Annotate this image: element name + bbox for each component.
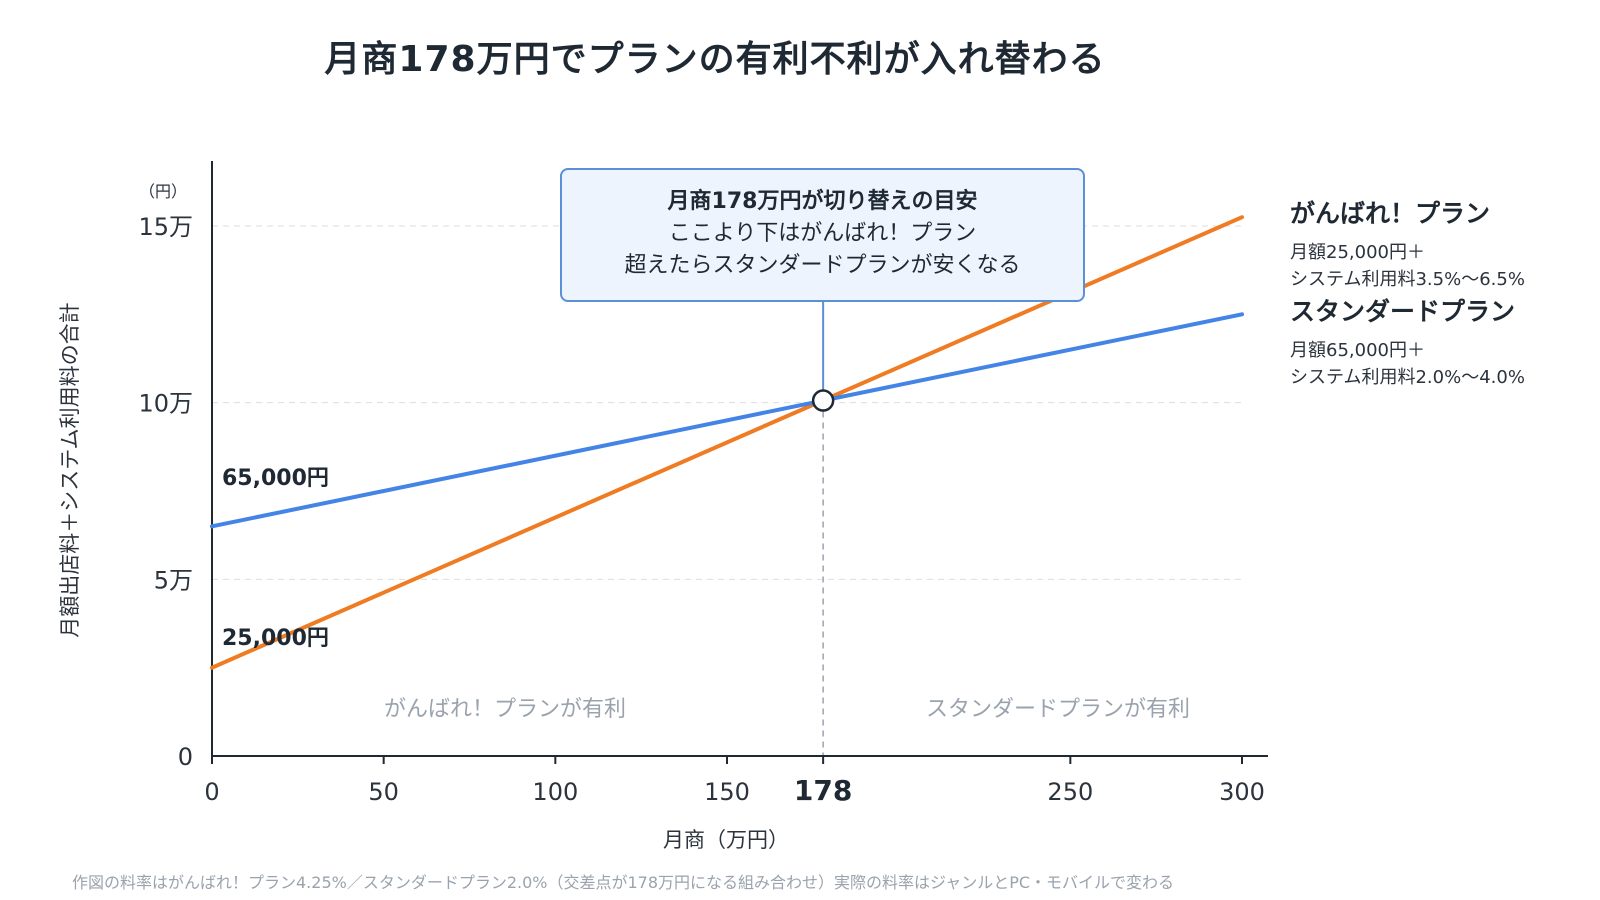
intercept-label-standard: 65,000円 <box>222 466 329 491</box>
axes <box>211 161 1268 764</box>
crossover-callout: 月商178万円が切り替えの目安 ここより下はがんばれ！プラン 超えたらスタンダー… <box>560 168 1085 302</box>
crossover-marker-group <box>811 302 835 412</box>
y-axis-label: 月額出店料＋システム利用料の合計 <box>58 302 82 637</box>
chart-title: 月商178万円でプランの有利不利が入れ替わる <box>324 39 1106 80</box>
y-tick-label: 5万 <box>154 566 193 594</box>
intercept-label-ganbare: 25,000円 <box>222 626 329 651</box>
legend-name-ganbare: がんばれ！プラン <box>1290 199 1490 228</box>
y-axis-unit: （円） <box>139 182 187 201</box>
labels: （円） 月額出店料＋システム利用料の合計 月商（万円） がんばれ！プランが有利 … <box>58 182 1525 892</box>
region-label-left: がんばれ！プランが有利 <box>384 697 626 722</box>
x-tick-label: 178 <box>794 774 852 807</box>
series-line-standard <box>210 312 1244 529</box>
legend-desc-ganbare-1: 月額25,000円＋ <box>1290 242 1425 263</box>
x-tick-label: 250 <box>1047 778 1093 806</box>
legend-desc-standard-2: システム利用料2.0%〜4.0% <box>1290 367 1525 388</box>
x-tick-label: 300 <box>1219 778 1265 806</box>
legend-desc-standard-1: 月額65,000円＋ <box>1290 340 1425 361</box>
legend-desc-ganbare-2: システム利用料3.5%〜6.5% <box>1290 269 1525 290</box>
footnote: 作図の料率はがんばれ！プラン4.25%／スタンダードプラン2.0%（交差点が17… <box>72 873 1174 892</box>
y-tick-label: 10万 <box>138 390 193 418</box>
y-tick-label: 0 <box>178 743 193 771</box>
region-label-right: スタンダードプランが有利 <box>926 697 1190 722</box>
callout-line-2: 超えたらスタンダードプランが安くなる <box>624 253 1021 278</box>
x-axis-label: 月商（万円） <box>663 828 789 852</box>
x-tick-label: 0 <box>204 778 219 806</box>
crossover-marker <box>811 389 835 412</box>
callout-title: 月商178万円が切り替えの目安 <box>667 189 978 214</box>
x-tick-label: 50 <box>368 778 399 806</box>
y-tick-label: 15万 <box>138 213 193 241</box>
tick-labels: 0 5万 10万 15万 0 50 100 150 178 250 300 <box>138 213 1264 807</box>
legend-name-standard: スタンダードプラン <box>1290 297 1515 326</box>
x-tick-label: 150 <box>704 778 750 806</box>
callout-line-1: ここより下はがんばれ！プラン <box>668 221 977 246</box>
gridlines <box>212 225 1242 756</box>
x-tick-label: 100 <box>532 778 578 806</box>
